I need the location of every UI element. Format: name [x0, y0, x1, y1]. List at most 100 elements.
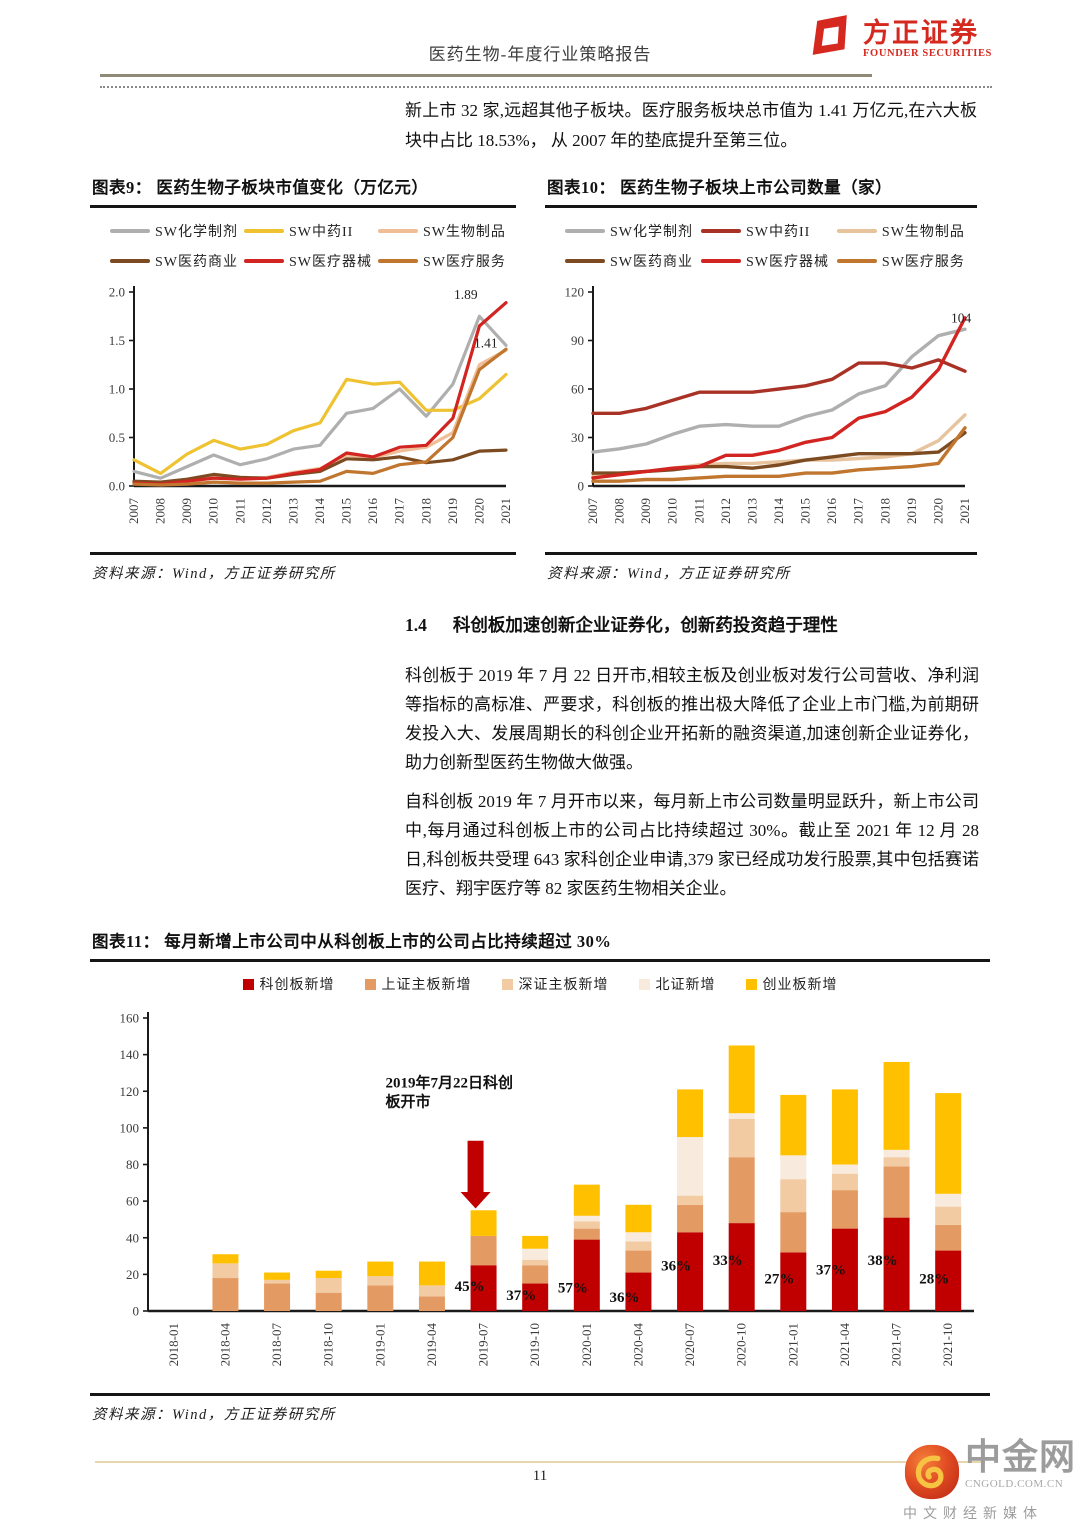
fig10-svg: 0 30 60 90 120 2007 2008 2009 2010 2011 2012 2013 20…: [565, 285, 973, 525]
legend-label: SW医疗器械: [745, 255, 829, 270]
svg-text:2021-01: 2021-01: [785, 1323, 800, 1366]
section-number: 1.4: [405, 615, 427, 635]
legend-item: SW化学制剂: [565, 221, 701, 241]
svg-text:57%: 57%: [558, 1281, 588, 1297]
figure-10-source: 资料来源：Wind，方正证券研究所: [545, 552, 977, 583]
svg-text:160: 160: [120, 1011, 140, 1026]
legend-label: 上证主板新增: [381, 978, 472, 993]
svg-text:2018-04: 2018-04: [217, 1323, 232, 1367]
svg-text:27%: 27%: [764, 1272, 794, 1288]
svg-text:45%: 45%: [455, 1279, 485, 1295]
svg-text:1.0: 1.0: [109, 382, 125, 397]
svg-text:90: 90: [571, 333, 584, 348]
legend-label: SW生物制品: [422, 225, 506, 240]
legend-label: 科创板新增: [259, 978, 335, 993]
svg-text:120: 120: [120, 1084, 140, 1099]
legend-swatch-icon: [110, 229, 150, 233]
svg-text:2020-10: 2020-10: [734, 1323, 749, 1366]
svg-text:0.5: 0.5: [109, 430, 125, 445]
svg-text:2019-04: 2019-04: [424, 1323, 439, 1367]
svg-text:80: 80: [126, 1157, 139, 1172]
svg-text:28%: 28%: [919, 1272, 949, 1288]
svg-text:2013: 2013: [744, 498, 759, 524]
legend-swatch-icon: [745, 978, 757, 990]
legend-label: SW医药商业: [610, 255, 693, 270]
svg-text:1.41: 1.41: [474, 335, 498, 350]
legend-item: SW生物制品: [836, 221, 973, 241]
figure-10-title: 图表10： 医药生物子板块上市公司数量（家）: [545, 172, 977, 208]
svg-text:2018-10: 2018-10: [321, 1323, 336, 1366]
svg-text:2008: 2008: [612, 498, 627, 524]
legend-swatch-icon: [638, 978, 650, 990]
svg-text:20: 20: [126, 1267, 139, 1282]
svg-text:2013: 2013: [285, 498, 300, 524]
svg-text:2019: 2019: [445, 498, 460, 524]
cngold-watermark-row: 中金网 CNGOLD.COM.CN: [903, 1437, 1080, 1501]
footer-divider: [95, 1461, 985, 1463]
fig11-svg: 0 20 40 60 80 100 120 140 160 2018-01 2018-04 2018-…: [120, 1011, 974, 1367]
svg-text:60: 60: [571, 382, 584, 397]
cngold-watermark: 中金网 CNGOLD.COM.CN 中文财经新媒体: [903, 1437, 1080, 1523]
svg-text:2018: 2018: [877, 498, 892, 524]
svg-text:104: 104: [951, 311, 972, 326]
svg-text:2019-10: 2019-10: [527, 1323, 542, 1366]
intro-paragraph: 新上市 32 家,远超其他子板块。医疗服务板块总市值为 1.41 万亿元,在六大…: [405, 101, 977, 150]
legend-label: SW医疗服务: [422, 255, 506, 270]
svg-text:2009: 2009: [179, 498, 194, 524]
founder-logo-cn: 方正证券: [863, 17, 980, 48]
legend-label: SW医药商业: [155, 255, 238, 270]
cngold-title: 中金网: [965, 1437, 1077, 1477]
svg-text:2009: 2009: [638, 498, 653, 524]
document-type-title: 医药生物-年度行业策略报告: [428, 45, 652, 64]
body-paragraph-2: 自科创板 2019 年 7 月开市以来，每月新上市公司数量明显跃升，新上市公司中…: [405, 792, 979, 898]
svg-text:120: 120: [565, 285, 585, 300]
figure-9-chart: 0.0 0.5 1.0 1.5 2.0 2007 2008 2009 2010 2011 2012 2…: [90, 280, 516, 548]
svg-text:2018-01: 2018-01: [166, 1323, 181, 1366]
legend-label: SW中药II: [288, 225, 354, 240]
figure-11-title: 图表11： 每月新增上市公司中从科创板上市的公司占比持续超过 30%: [90, 926, 990, 962]
svg-text:38%: 38%: [868, 1253, 898, 1269]
svg-text:2019-01: 2019-01: [372, 1323, 387, 1366]
legend-item: SW医疗器械: [700, 251, 837, 271]
legend-swatch-icon: [377, 259, 418, 263]
legend-item: SW中药II: [243, 221, 378, 241]
svg-text:2014: 2014: [312, 498, 327, 525]
cngold-watermark-text: 中金网 CNGOLD.COM.CN: [965, 1437, 1076, 1490]
legend-item: SW医疗器械: [243, 251, 378, 271]
svg-text:2010: 2010: [665, 498, 680, 524]
legend-swatch-icon: [243, 229, 284, 233]
svg-text:2019: 2019: [904, 498, 919, 524]
body-paragraph-1: 科创板于 2019 年 7 月 22 日开市,相较主板及创业板对发行公司营收、净…: [405, 666, 979, 772]
svg-text:2007: 2007: [126, 498, 141, 525]
section-heading-text: 科创板加速创新企业证券化，创新药投资趋于理性: [452, 615, 838, 635]
legend-swatch-icon: [377, 229, 418, 233]
legend-item: SW医疗服务: [836, 251, 973, 271]
figure-9-source: 资料来源：Wind，方正证券研究所: [90, 552, 516, 583]
legend-label: SW化学制剂: [155, 225, 238, 240]
figure-9: 图表9： 医药生物子板块市值变化（万亿元） SW化学制剂 SW中药II SW生物制品…: [90, 172, 516, 583]
figure-10: 图表10： 医药生物子板块上市公司数量（家） SW化学制剂 SW中药II SW生物制…: [545, 172, 977, 583]
legend-swatch-icon: [836, 259, 877, 263]
svg-text:2020: 2020: [471, 498, 486, 524]
svg-text:2021: 2021: [957, 498, 972, 524]
svg-text:2017: 2017: [851, 498, 866, 525]
svg-text:2018: 2018: [418, 498, 433, 524]
founder-securities-logo: 方正证券 FOUNDER SECURITIES: [809, 14, 992, 64]
svg-text:2018-07: 2018-07: [269, 1323, 284, 1367]
legend-swatch-icon: [501, 978, 513, 990]
figure-9-title: 图表9： 医药生物子板块市值变化（万亿元）: [90, 172, 516, 208]
svg-text:2021-10: 2021-10: [940, 1323, 955, 1366]
legend-swatch-icon: [700, 259, 741, 263]
svg-text:2021-04: 2021-04: [837, 1323, 852, 1367]
legend-item: 科创板新增: [242, 974, 335, 994]
sci-tech-board-arrow-icon: [460, 1140, 491, 1209]
svg-text:2020-01: 2020-01: [579, 1323, 594, 1366]
legend-item: 上证主板新增: [364, 974, 472, 994]
founder-logo-text: 方正证券 FOUNDER SECURITIES: [863, 17, 992, 59]
svg-text:37%: 37%: [816, 1262, 846, 1278]
header-divider-dotted: [100, 86, 992, 88]
figure-11-chart: 0 20 40 60 80 100 120 140 160 2018-01 2018-04 2018-…: [90, 998, 990, 1383]
page-number: 11: [532, 1468, 548, 1484]
svg-text:0: 0: [133, 1304, 140, 1319]
